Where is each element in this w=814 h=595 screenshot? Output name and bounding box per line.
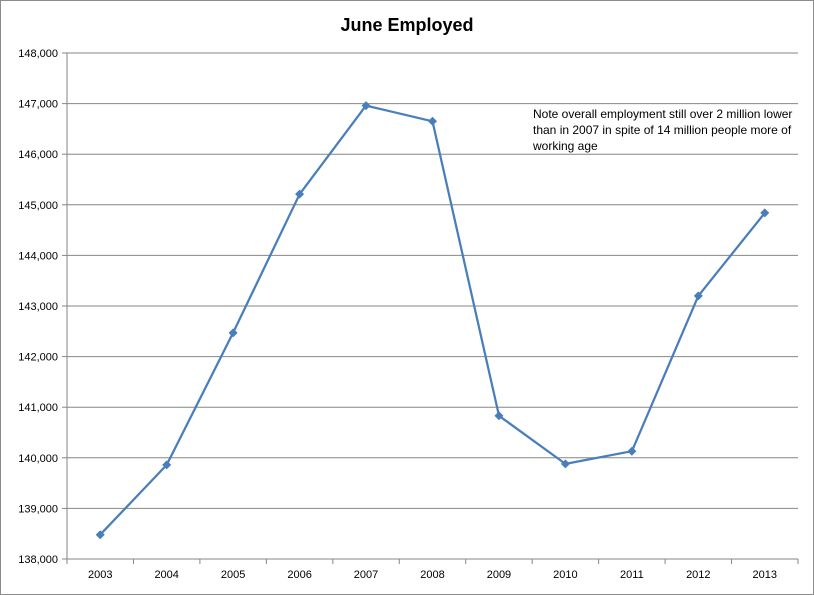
x-tick-label: 2013 bbox=[753, 569, 777, 581]
x-tick-label: 2009 bbox=[487, 569, 511, 581]
x-tick-label: 2004 bbox=[154, 569, 178, 581]
data-point-2004 bbox=[162, 460, 172, 470]
x-tick-labels: 2003 2004 2005 2006 2007 2008 2009 2010 2011 2012… bbox=[88, 569, 777, 581]
chart-title: June Employed bbox=[340, 15, 474, 35]
axes bbox=[62, 52, 799, 564]
data-point-2007 bbox=[361, 101, 371, 111]
chart-annotation: Note overall employment still over 2 mil… bbox=[533, 107, 793, 153]
gridlines bbox=[67, 52, 798, 509]
y-tick-label: 144,000 bbox=[18, 250, 58, 262]
series-line-path bbox=[99, 104, 766, 536]
y-tick-label: 143,000 bbox=[18, 301, 58, 313]
data-point-2009 bbox=[494, 411, 504, 421]
data-point-2006 bbox=[295, 189, 305, 199]
y-tick-label: 146,000 bbox=[18, 149, 58, 161]
data-point-2008 bbox=[428, 116, 437, 126]
x-tick-label: 2010 bbox=[553, 569, 577, 581]
y-tick-label: 142,000 bbox=[18, 352, 58, 364]
data-point-2013 bbox=[760, 208, 770, 218]
data-point-2011 bbox=[627, 446, 637, 456]
data-point-2010 bbox=[560, 459, 570, 469]
y-tick-labels: 138,000 139,000 140,000 141,000 142,000 143,0… bbox=[18, 48, 58, 566]
y-tick-label: 138,000 bbox=[18, 554, 58, 566]
x-tick-label: 2003 bbox=[88, 569, 112, 581]
x-tick-label: 2012 bbox=[686, 569, 710, 581]
y-tick-label: 147,000 bbox=[18, 99, 58, 111]
y-tick-label: 148,000 bbox=[18, 48, 58, 60]
y-tick-label: 140,000 bbox=[18, 453, 58, 465]
data-point-2003 bbox=[95, 530, 105, 540]
y-tick-label: 139,000 bbox=[18, 503, 58, 515]
y-tick-label: 145,000 bbox=[18, 200, 58, 212]
data-points bbox=[95, 101, 770, 540]
y-tick-label: 141,000 bbox=[18, 402, 58, 414]
data-point-2005 bbox=[228, 328, 238, 338]
x-tick-label: 2011 bbox=[620, 569, 644, 581]
x-tick-label: 2005 bbox=[221, 569, 245, 581]
data-point-2012 bbox=[693, 291, 703, 301]
x-tick-label: 2006 bbox=[287, 569, 311, 581]
series-line bbox=[99, 104, 766, 536]
x-tick-label: 2008 bbox=[420, 569, 444, 581]
x-tick-label: 2007 bbox=[354, 569, 378, 581]
